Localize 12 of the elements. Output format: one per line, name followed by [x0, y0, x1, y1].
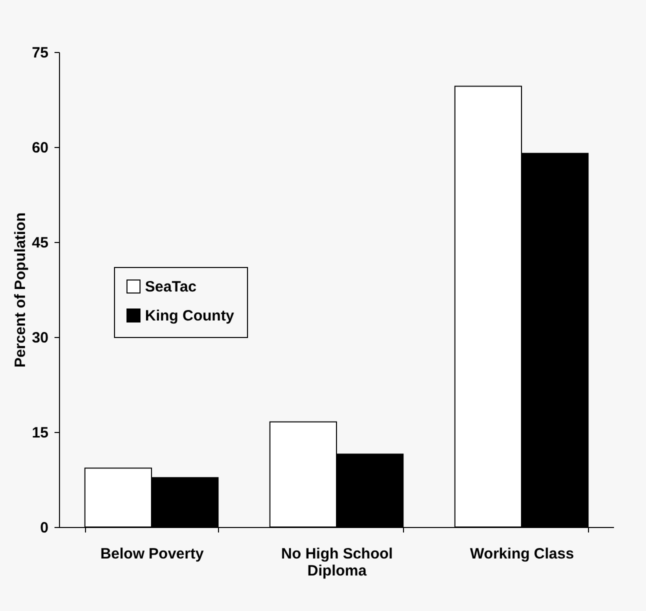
legend-label: King County — [145, 308, 235, 324]
y-tick-label: 75 — [32, 44, 48, 62]
y-tick-label: 45 — [32, 234, 48, 252]
y-tick-label: 0 — [40, 520, 48, 536]
y-tick-label: 30 — [32, 330, 48, 346]
y-tick-label: 15 — [32, 424, 48, 442]
y-tick-label: 60 — [32, 140, 48, 156]
x-tick-label: Working Class — [470, 546, 574, 562]
x-tick-label: No High School Diploma — [281, 546, 393, 580]
legend-label: SeaTac — [145, 278, 196, 296]
y-axis-title: Percent of Population — [12, 212, 29, 368]
x-tick-label: Below Poverty — [100, 546, 204, 562]
